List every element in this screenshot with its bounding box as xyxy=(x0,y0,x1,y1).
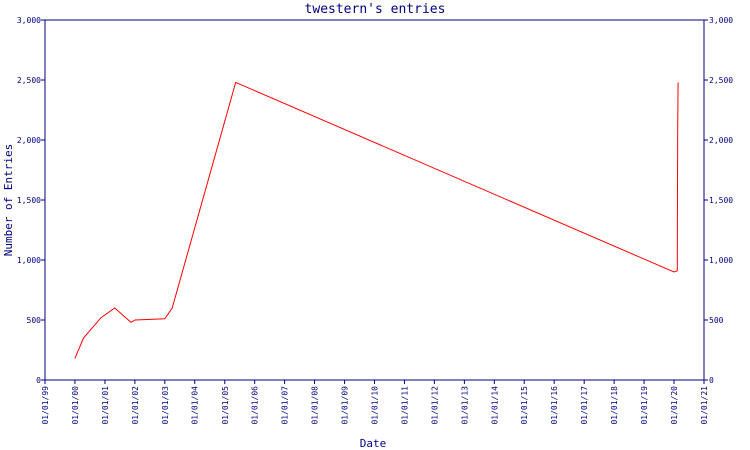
x-tick-label: 01/01/16 xyxy=(550,386,559,425)
x-tick-label: 01/01/13 xyxy=(460,386,469,425)
x-tick-label: 01/01/99 xyxy=(41,386,50,425)
y-tick-label-right: 1,000 xyxy=(709,256,733,265)
series-line xyxy=(74,81,679,359)
y-tick-label-left: 0 xyxy=(36,376,41,385)
x-tick-label: 01/01/19 xyxy=(640,386,649,425)
x-tick-label: 01/01/08 xyxy=(311,386,320,425)
x-tick-label: 01/01/02 xyxy=(131,386,140,425)
y-axis-label: Number of Entries xyxy=(2,144,15,257)
y-tick-label-right: 0 xyxy=(709,376,714,385)
x-tick-label: 01/01/15 xyxy=(520,386,529,425)
y-tick-label-right: 2,000 xyxy=(709,136,733,145)
y-tick-label-left: 1,500 xyxy=(17,196,41,205)
y-tick-label-right: 3,000 xyxy=(709,16,733,25)
x-tick-label: 01/01/07 xyxy=(281,386,290,425)
x-tick-label: 01/01/10 xyxy=(371,386,380,425)
x-tick-label: 01/01/01 xyxy=(101,386,110,425)
x-tick-label: 01/01/03 xyxy=(161,386,170,425)
y-tick-label-left: 2,000 xyxy=(17,136,41,145)
x-tick-label: 01/01/18 xyxy=(610,386,619,425)
y-tick-label-right: 500 xyxy=(709,316,724,325)
x-tick-label: 01/01/06 xyxy=(251,386,260,425)
x-tick-label: 01/01/12 xyxy=(430,386,439,425)
x-tick-label: 01/01/09 xyxy=(341,386,350,425)
x-axis-label: Date xyxy=(360,437,387,450)
x-tick-label: 01/01/17 xyxy=(580,386,589,425)
y-tick-label-left: 2,500 xyxy=(17,76,41,85)
y-tick-label-left: 500 xyxy=(27,316,42,325)
y-tick-label-right: 1,500 xyxy=(709,196,733,205)
x-tick-label: 01/01/04 xyxy=(191,386,200,425)
x-tick-label: 01/01/14 xyxy=(490,386,499,425)
y-ticks: 0 0 500 500 1,000 1,000 1,500 1,500 2,000 2,000 2,… xyxy=(17,16,733,385)
x-tick-label: 01/01/11 xyxy=(400,386,409,425)
plot-frame xyxy=(44,19,705,381)
y-tick-label-right: 2,500 xyxy=(709,76,733,85)
x-tick-label: 01/01/05 xyxy=(221,386,230,425)
x-tick-label: 01/01/00 xyxy=(71,386,80,425)
y-tick-label-left: 3,000 xyxy=(17,16,41,25)
y-tick-label-left: 1,000 xyxy=(17,256,41,265)
x-ticks: 01/01/99 01/01/00 01/01/01 01/01/02 01/01/03… xyxy=(41,380,709,425)
x-tick-label: 01/01/21 xyxy=(700,386,709,425)
x-tick-label: 01/01/20 xyxy=(670,386,679,425)
plot-area xyxy=(74,81,679,359)
chart-title: twestern's entries xyxy=(305,2,446,17)
axes xyxy=(44,19,705,381)
